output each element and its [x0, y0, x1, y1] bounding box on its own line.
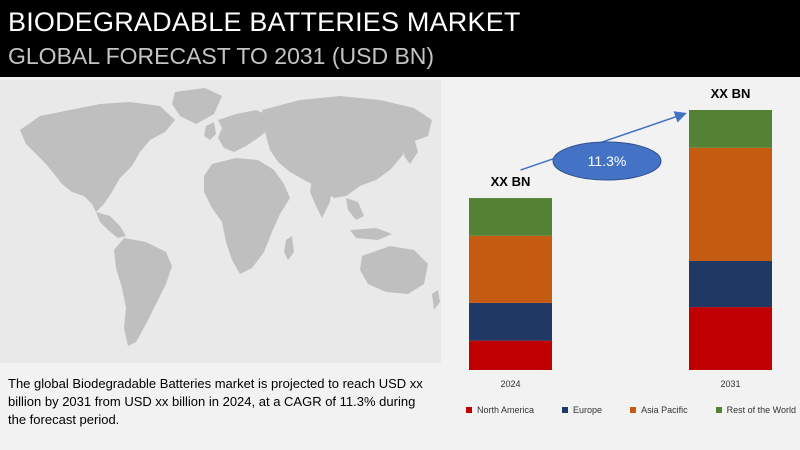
legend-swatch: [630, 407, 637, 413]
legend-label: North America: [477, 405, 535, 415]
x-tick-label-2024: 2024: [500, 379, 520, 389]
x-tick-label-2031: 2031: [720, 379, 740, 389]
legend-item-europe: Europe: [562, 405, 602, 415]
bar-2031-north-america: [689, 307, 772, 370]
legend-swatch: [562, 407, 569, 413]
total-label-2031: XX BN: [711, 86, 751, 101]
chart-legend: North America Europe Asia Pacific Rest of t…: [466, 403, 800, 417]
bar-2031-europe: [689, 260, 772, 308]
total-label-2024: XX BN: [491, 174, 531, 189]
legend-item-rest-of-the-world: Rest of the World: [715, 405, 796, 415]
legend-item-asia-pacific: Asia Pacific: [630, 405, 688, 415]
legend-item-north-america: North America: [466, 405, 534, 415]
bar-2024-europe: [469, 302, 552, 341]
legend-label: Europe: [573, 405, 603, 415]
legend-label: Asia Pacific: [641, 405, 688, 415]
page-subtitle: GLOBAL FORECAST TO 2031 (USD BN): [8, 43, 435, 69]
cagr-annotation: 11.3%: [520, 111, 687, 181]
bar-2031-asia-pacific: [689, 147, 772, 261]
bar-2024-rest-of-the-world: [469, 198, 552, 236]
market-description: The global Biodegradable Batteries marke…: [8, 376, 423, 427]
page-title: BIODEGRADABLE BATTERIES MARKET: [8, 7, 521, 37]
legend-label: Rest of the World: [726, 405, 796, 415]
cagr-bubble: [552, 141, 662, 181]
world-map-icon: [20, 88, 440, 346]
world-map-panel: [0, 80, 441, 363]
bar-2024-north-america: [469, 340, 552, 370]
header-banner: BIODEGRADABLE BATTERIES MARKET GLOBAL FO…: [0, 0, 800, 77]
legend-swatch: [715, 407, 722, 413]
stacked-bar-chart: 11.3% 2024 XX BN 2031 XX BN: [469, 86, 772, 389]
bars-group: [469, 110, 772, 370]
legend-swatch: [466, 407, 472, 413]
cagr-label: 11.3%: [588, 153, 627, 169]
labels-group: 2024 XX BN 2031 XX BN: [491, 86, 751, 389]
bar-2024-asia-pacific: [469, 235, 552, 303]
bar-2031-rest-of-the-world: [689, 110, 772, 148]
